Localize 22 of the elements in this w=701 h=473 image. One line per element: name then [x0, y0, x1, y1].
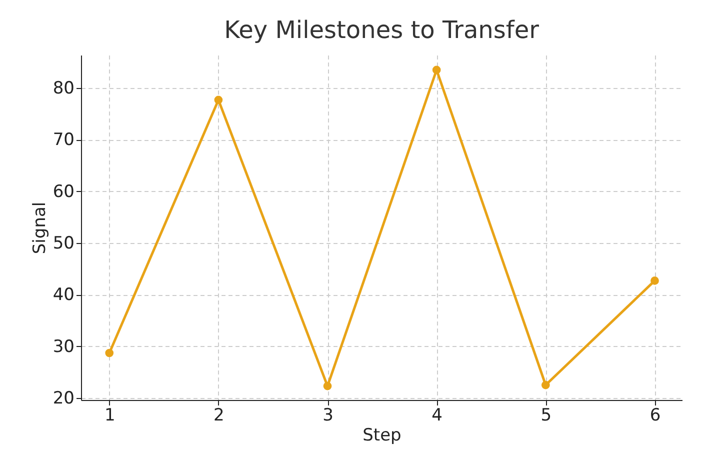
x-tick-label: 1	[104, 406, 116, 426]
chart-title: Key Milestones to Transfer	[224, 16, 540, 44]
y-tick-label: 50	[52, 233, 74, 254]
point	[541, 380, 550, 390]
y-tick-label: 70	[52, 130, 74, 150]
x-tick-label: 3	[322, 406, 334, 426]
y-axis-title: Signal	[30, 202, 50, 254]
y-tick-label: 20	[52, 388, 74, 408]
x-tick-label: 5	[540, 406, 552, 426]
y-tick-label: 40	[52, 285, 74, 306]
x-tick-label: 4	[432, 406, 442, 426]
x-tick-label: 2	[214, 406, 224, 426]
y-tick-label: 30	[52, 336, 74, 357]
point	[323, 382, 332, 390]
point	[105, 348, 114, 358]
y-tick-label: 60	[52, 182, 74, 202]
x-tick-label: 6	[650, 406, 661, 426]
y-tick-label: 80	[52, 78, 74, 99]
point	[214, 96, 223, 104]
x-axis-title: Step	[362, 426, 402, 446]
point	[650, 276, 659, 285]
point	[432, 66, 441, 74]
